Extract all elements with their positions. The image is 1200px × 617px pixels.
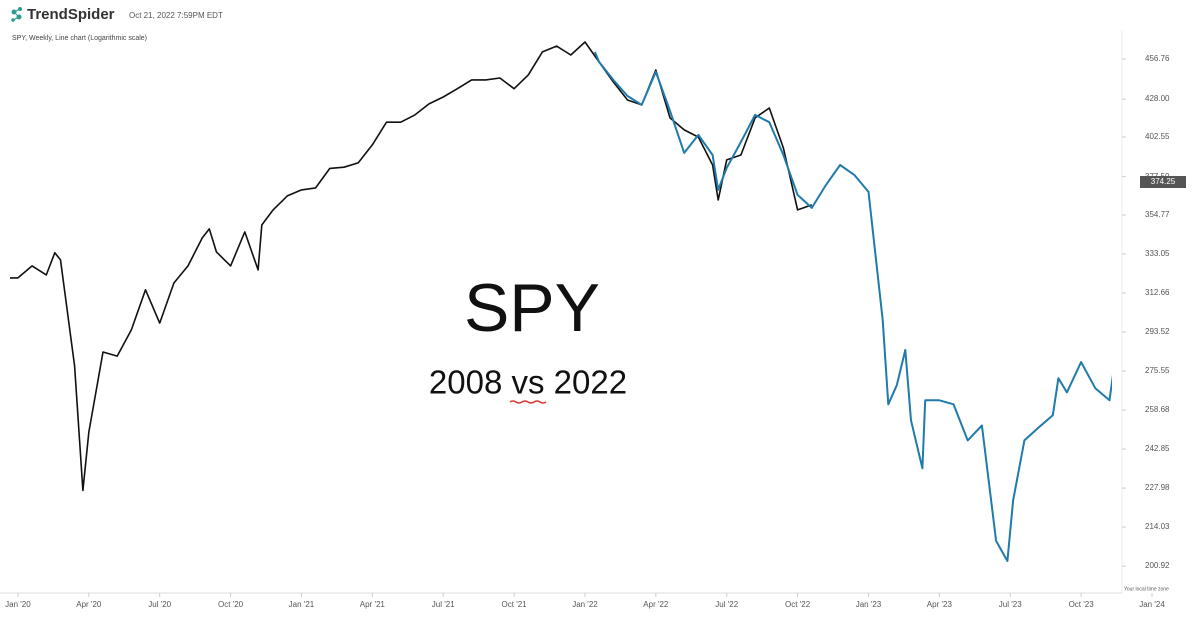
- y-tick-label: 312.66: [1145, 288, 1170, 297]
- y-tick-label: 293.52: [1145, 327, 1170, 336]
- y-tick-label: 428.00: [1145, 94, 1170, 103]
- x-tick-label: Jan '21: [289, 600, 315, 609]
- y-tick-label: 275.55: [1145, 366, 1170, 375]
- x-tick-label: Jul '22: [715, 600, 738, 609]
- x-tick-label: Apr '21: [360, 600, 386, 609]
- y-tick-label: 258.68: [1145, 405, 1170, 414]
- y-tick-label: 242.85: [1145, 444, 1170, 453]
- subtitle: SPY, Weekly, Line chart (Logarithmic sca…: [12, 35, 147, 42]
- x-tick-label: Oct '21: [502, 600, 528, 609]
- x-tick-label: Jan '22: [572, 600, 598, 609]
- y-tick-label: 333.05: [1145, 249, 1170, 258]
- x-tick-label: Apr '23: [927, 600, 953, 609]
- x-tick-label: Jul '21: [432, 600, 455, 609]
- timestamp: Oct 21, 2022 7:59PM EDT: [129, 11, 223, 20]
- x-tick-label: Oct '23: [1069, 600, 1095, 609]
- x-tick-label: Apr '20: [76, 600, 102, 609]
- series-line: [593, 51, 1112, 562]
- y-tick-label: 354.77: [1145, 210, 1170, 219]
- x-tick-label: Jan '23: [856, 600, 882, 609]
- logo: [11, 7, 22, 22]
- y-tick-label: 456.76: [1145, 54, 1170, 63]
- x-tick-label: Oct '22: [785, 600, 811, 609]
- y-tick-label: 200.92: [1145, 561, 1170, 570]
- spell-underline: [509, 400, 547, 404]
- x-tick-label: Apr '22: [643, 600, 669, 609]
- x-tick-label: Jul '23: [999, 600, 1022, 609]
- y-tick-label: 402.55: [1145, 132, 1170, 141]
- brand: TrendSpider: [27, 6, 115, 23]
- annotation-title: SPY: [464, 270, 600, 346]
- x-tick-label: Oct '20: [218, 600, 244, 609]
- x-tick-label: Jul '20: [148, 600, 171, 609]
- series-line: [10, 41, 813, 492]
- annotation-subtitle: 2008 vs 2022: [429, 364, 627, 401]
- last-value-box: [1140, 175, 1186, 188]
- timezone-note: Your local time zone: [1124, 586, 1169, 592]
- x-tick-label: Jan '20: [5, 600, 31, 609]
- x-tick-label: Jan '24: [1139, 600, 1165, 609]
- last-value-label: 374.25: [1151, 177, 1176, 186]
- y-tick-label: 227.98: [1145, 483, 1170, 492]
- y-tick-label: 214.03: [1145, 522, 1170, 531]
